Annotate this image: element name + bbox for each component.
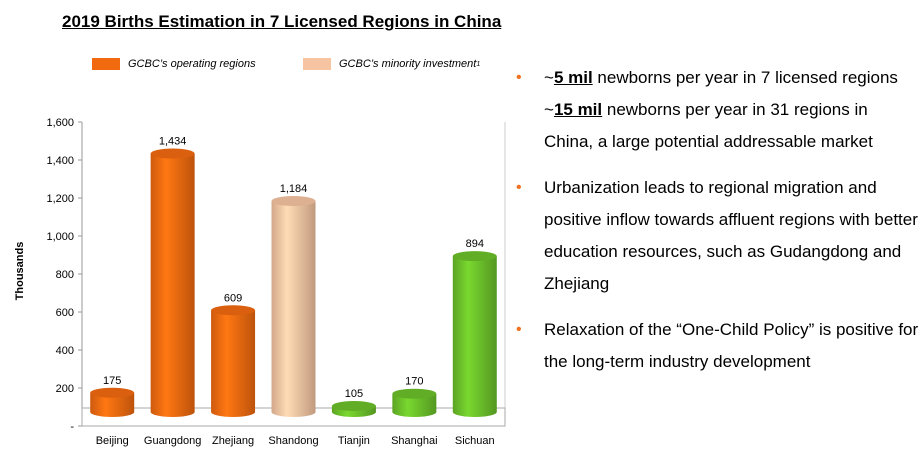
bullet-text-part: newborns per year in 7 licensed regions [592,68,898,87]
bar [90,392,135,417]
x-tick-label: Beijing [96,435,129,447]
y-axis-title: Thousands [14,242,26,301]
data-label: 175 [103,375,121,387]
y-tick-label: 1,600 [46,117,74,129]
x-tick-label: Shanghai [391,435,438,447]
bar-chart: - 200 400 600 800 1,000 1,200 1,400 1,600 Thousan… [14,117,506,447]
bar-cap [452,251,497,262]
data-label: 1,184 [280,183,308,195]
bar-cap [392,388,437,399]
legend-footnote-marker: 1 [476,60,481,68]
bullet-text: ~5 mil newborns per year in 7 licensed r… [544,68,898,151]
legend-swatch-operating [92,58,120,70]
bullet-text-part: ~ [544,68,554,87]
legend-label-operating: GCBC’s operating regions [128,58,256,70]
bar-cap [331,401,376,412]
x-tick-label: Sichuan [455,435,495,447]
legend-item-minority: GCBC’s minority investment 1 [303,58,480,70]
y-tick-label: 1,200 [46,193,74,205]
bullet-text: Relaxation of the “One-Child Policy” is … [544,320,919,371]
x-tick-label: Guangdong [144,435,202,447]
y-tick-label: 1,000 [46,231,74,243]
bullet-dot: • [516,69,522,86]
bar-cap [271,196,316,207]
bar-cap [90,387,135,398]
bullet-text-part: ~ [544,100,554,119]
legend-item-operating: GCBC’s operating regions [92,58,256,70]
data-label: 105 [345,388,363,400]
bar [452,256,497,417]
bar-cap [150,148,195,159]
bullet-list: • ~5 mil newborns per year in 7 licensed… [514,62,919,392]
bar [150,153,195,418]
bar [392,393,437,417]
data-label: 170 [405,376,423,388]
bullet-emphasis: 5 mil [553,68,593,87]
x-tick-label: Tianjin [338,435,370,447]
legend-swatch-minority [303,58,331,70]
y-tick-label: 600 [56,307,74,319]
bullet-item: • Urbanization leads to regional migrati… [514,172,919,300]
bullet-dot: • [516,321,522,338]
bullet-item: • Relaxation of the “One-Child Policy” i… [514,314,919,378]
data-label: 609 [224,292,242,304]
y-tick-label: 1,400 [46,155,74,167]
bullet-item: • ~5 mil newborns per year in 7 licensed… [514,62,919,158]
data-label: 1,434 [159,136,187,148]
x-tick-label: Zhejiang [212,435,254,447]
bullet-dot: • [516,179,522,196]
bullet-emphasis: 15 mil [553,100,603,119]
x-tick-label: Shandong [268,435,318,447]
bar [271,201,316,417]
y-tick-label: 400 [56,345,74,357]
bullet-text: Urbanization leads to regional migration… [544,178,918,293]
y-tick-label: 800 [56,269,74,281]
bar [211,310,256,417]
y-tick-label: 200 [56,383,74,395]
y-tick-label: - [70,421,74,433]
data-label: 894 [466,238,484,250]
chart-title: 2019 Births Estimation in 7 Licensed Reg… [62,12,502,31]
bar-cap [211,305,256,316]
bullet-text-part: newborns per year in 31 regions in China… [544,100,873,151]
legend-label-minority: GCBC’s minority investment [339,58,477,70]
